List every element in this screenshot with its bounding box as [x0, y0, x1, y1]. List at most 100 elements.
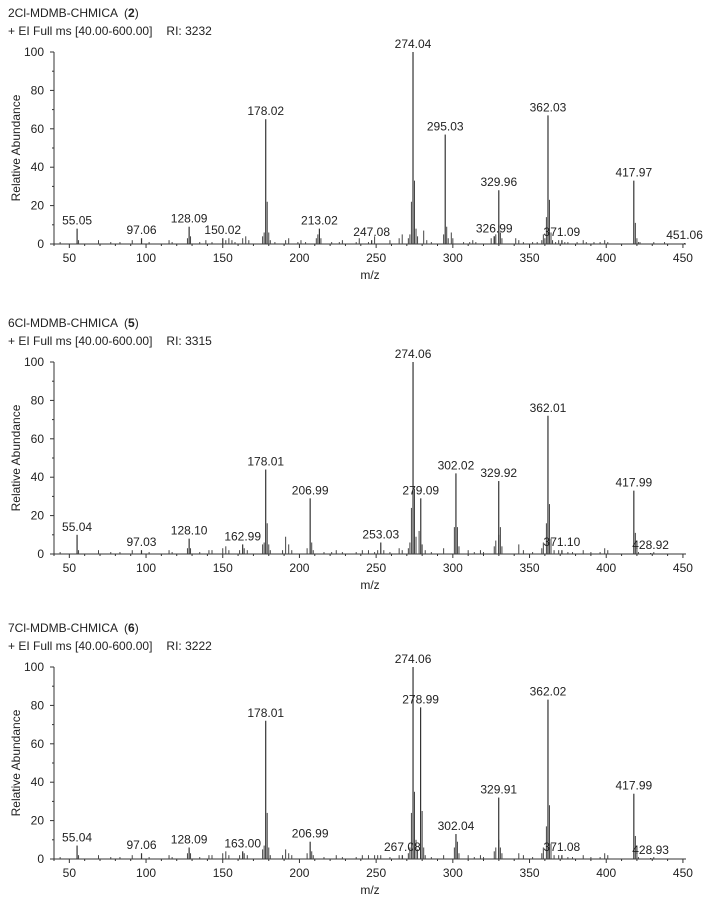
y-tick-label: 40 — [31, 775, 45, 789]
y-tick-label: 60 — [31, 737, 45, 751]
x-axis-title: m/z — [360, 883, 379, 897]
y-tick-label: 0 — [37, 547, 44, 561]
peak-label: 178.01 — [247, 706, 284, 720]
peak-label: 326.99 — [476, 221, 513, 235]
y-tick-label: 100 — [24, 45, 44, 59]
spectrum-panel-2: 6Cl-MDMB-CHMICA (5) + EI Full ms [40.00-… — [0, 310, 708, 610]
y-tick-label: 20 — [31, 509, 45, 523]
peak-label: 55.04 — [62, 520, 92, 534]
peak-label: 128.10 — [171, 524, 208, 538]
peak-label: 362.03 — [530, 100, 567, 114]
y-tick-label: 80 — [31, 698, 45, 712]
mass-spectrum-chart: 0 20 40 60 80 100 50 100 150 200 250 300 350 400 450 m/… — [9, 37, 703, 282]
x-tick-label: 200 — [289, 866, 309, 880]
peak-label: 362.02 — [530, 685, 567, 699]
x-tick-label: 150 — [213, 866, 233, 880]
peak-label: 206.99 — [292, 827, 329, 841]
x-tick-label: 150 — [213, 251, 233, 265]
spectrum-panel-3: 7Cl-MDMB-CHMICA (6) + EI Full ms [40.00-… — [0, 615, 708, 915]
x-tick-label: 50 — [63, 561, 77, 575]
compound-name: 7Cl-MDMB-CHMICA — [8, 621, 118, 635]
peak-label: 329.91 — [480, 783, 517, 797]
ri-value: 3232 — [185, 24, 212, 38]
peak-label: 371.08 — [544, 840, 581, 854]
x-tick-label: 250 — [366, 251, 386, 265]
x-tick-label: 100 — [136, 866, 156, 880]
x-tick-label: 250 — [366, 561, 386, 575]
peak-label: 128.09 — [171, 212, 208, 226]
peak-label: 213.02 — [301, 214, 338, 228]
compound-number: 6 — [128, 621, 135, 635]
y-axis-title: Relative Abundance — [9, 404, 23, 511]
x-tick-label: 300 — [443, 866, 463, 880]
y-tick-label: 60 — [31, 122, 45, 136]
peak-label: 371.09 — [544, 225, 581, 239]
x-tick-label: 400 — [596, 866, 616, 880]
ri-label: RI: — [166, 334, 182, 348]
scan-filter: + EI Full ms [40.00-600.00] — [8, 334, 153, 348]
compound-number: 2 — [128, 6, 135, 20]
compound-title: 2Cl-MDMB-CHMICA (2) — [8, 6, 139, 20]
peak-label: 128.09 — [171, 832, 208, 846]
x-axis-title: m/z — [360, 268, 379, 282]
peak-label: 274.06 — [395, 347, 432, 361]
x-axis-title: m/z — [360, 578, 379, 592]
peak-label: 206.99 — [292, 483, 329, 497]
peak-label: 302.02 — [438, 458, 475, 472]
x-tick-label: 300 — [443, 561, 463, 575]
x-tick-label: 250 — [366, 866, 386, 880]
x-tick-label: 50 — [63, 251, 77, 265]
x-tick-label: 350 — [520, 561, 540, 575]
peak-label: 278.99 — [402, 692, 439, 706]
peak-label: 428.92 — [632, 538, 669, 552]
scan-info: + EI Full ms [40.00-600.00] RI: 3222 — [8, 639, 212, 653]
peak-label: 279.09 — [402, 483, 439, 497]
scan-info: + EI Full ms [40.00-600.00] RI: 3232 — [8, 24, 212, 38]
y-tick-label: 40 — [31, 470, 45, 484]
y-axis-title: Relative Abundance — [9, 94, 23, 201]
x-tick-label: 450 — [673, 561, 693, 575]
y-tick-label: 100 — [24, 355, 44, 369]
peak-label: 97.06 — [127, 223, 157, 237]
peak-label: 428.93 — [632, 843, 669, 857]
peak-label: 150.02 — [204, 223, 241, 237]
x-tick-label: 150 — [213, 561, 233, 575]
peak-label: 274.04 — [395, 37, 432, 51]
x-tick-label: 400 — [596, 251, 616, 265]
peak-label: 417.99 — [615, 779, 652, 793]
y-axis-title: Relative Abundance — [9, 709, 23, 816]
x-tick-label: 50 — [63, 866, 77, 880]
x-tick-label: 450 — [673, 251, 693, 265]
y-tick-label: 100 — [24, 660, 44, 674]
compound-name: 6Cl-MDMB-CHMICA — [8, 316, 118, 330]
scan-filter: + EI Full ms [40.00-600.00] — [8, 24, 153, 38]
peak-label: 178.02 — [247, 104, 284, 118]
compound-number: 5 — [128, 316, 135, 330]
ri-label: RI: — [166, 639, 182, 653]
ri-value: 3315 — [185, 334, 212, 348]
ri-value: 3222 — [185, 639, 212, 653]
scan-filter: + EI Full ms [40.00-600.00] — [8, 639, 153, 653]
peak-label: 371.10 — [544, 535, 581, 549]
peak-label: 55.04 — [62, 831, 92, 845]
peak-label: 362.01 — [530, 401, 567, 415]
spectrum-panel-1: 2Cl-MDMB-CHMICA (2) + EI Full ms [40.00-… — [0, 0, 708, 300]
mass-spectrum-chart: 0 20 40 60 80 100 50 100 150 200 250 300 350 400 450 m/… — [9, 347, 693, 592]
peak-label: 253.03 — [362, 527, 399, 541]
x-tick-label: 200 — [289, 561, 309, 575]
peak-label: 417.99 — [615, 476, 652, 490]
mass-spectrum-chart: 0 20 40 60 80 100 50 100 150 200 250 300 350 400 450 m/… — [9, 652, 693, 897]
peak-label: 163.00 — [224, 836, 261, 850]
compound-name: 2Cl-MDMB-CHMICA — [8, 6, 118, 20]
compound-title: 6Cl-MDMB-CHMICA (5) — [8, 316, 139, 330]
y-tick-label: 0 — [37, 237, 44, 251]
peak-label: 162.99 — [224, 529, 261, 543]
x-tick-label: 350 — [520, 251, 540, 265]
y-tick-label: 60 — [31, 432, 45, 446]
y-tick-label: 40 — [31, 160, 45, 174]
peak-label: 329.92 — [480, 466, 517, 480]
scan-info: + EI Full ms [40.00-600.00] RI: 3315 — [8, 334, 212, 348]
y-tick-label: 20 — [31, 199, 45, 213]
y-tick-label: 80 — [31, 83, 45, 97]
x-tick-label: 300 — [443, 251, 463, 265]
